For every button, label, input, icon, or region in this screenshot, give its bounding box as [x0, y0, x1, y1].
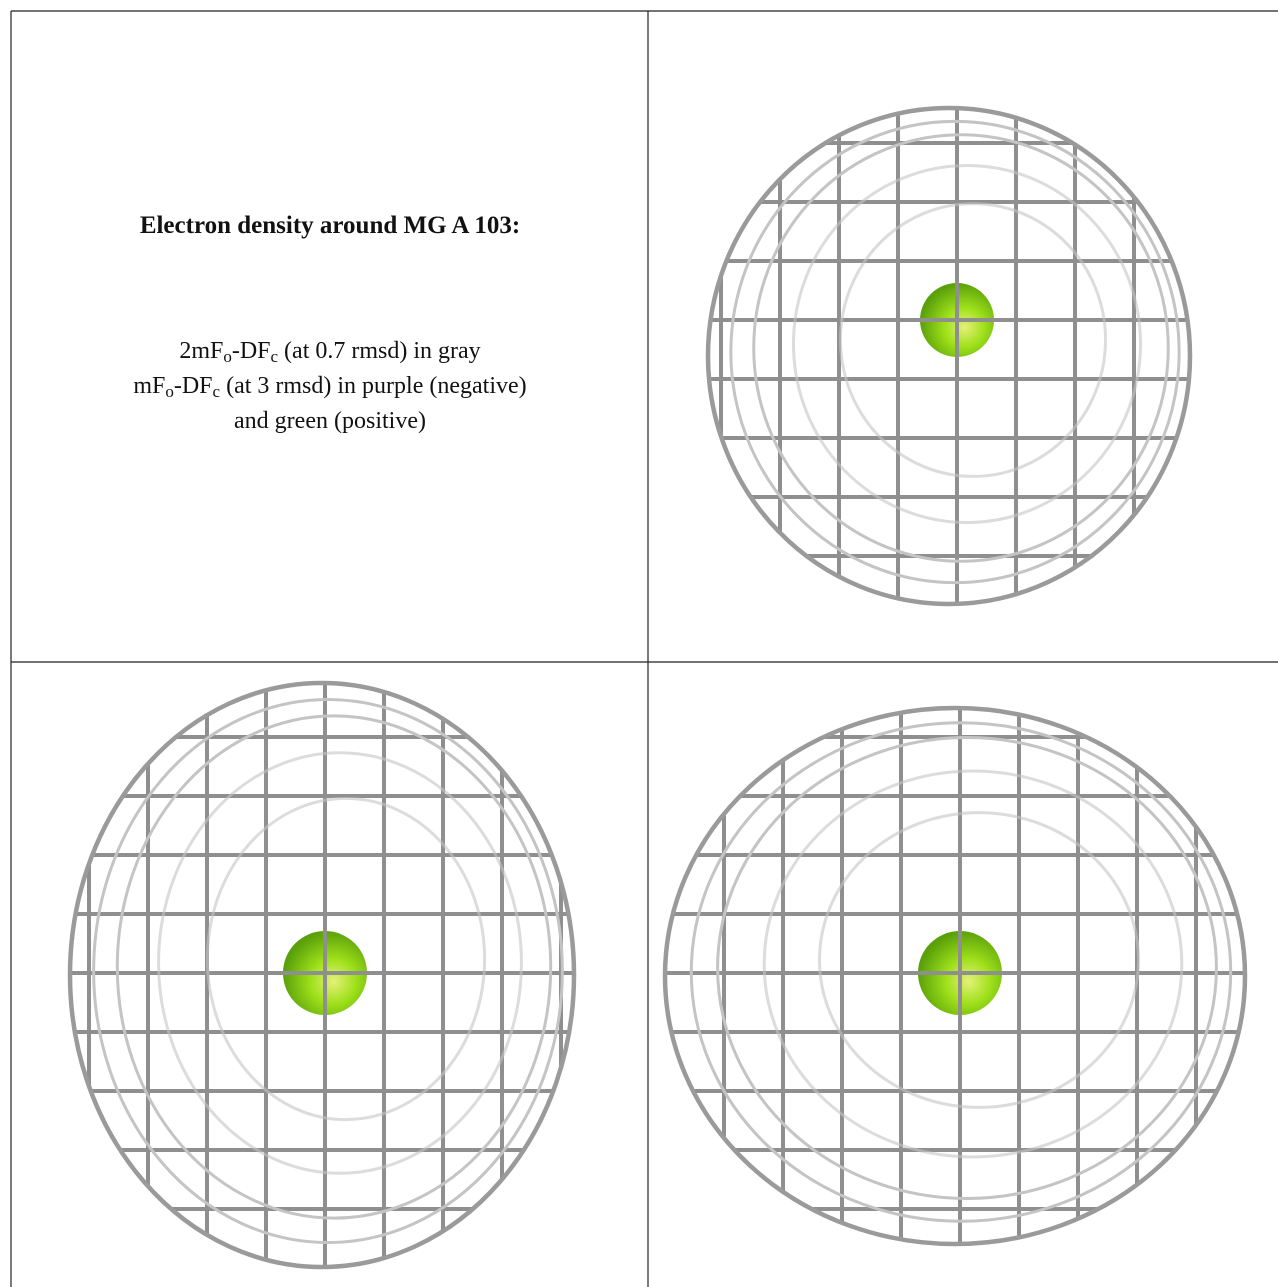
subscript: c: [212, 382, 221, 401]
mesh-contour: [791, 163, 1143, 525]
mesh-contour: [716, 736, 1218, 1200]
mesh-contour: [157, 751, 523, 1175]
mesh-contour: [729, 119, 1181, 585]
subscript: o: [165, 382, 174, 401]
mesh-contour: [838, 202, 1108, 478]
description-line: and green (positive): [12, 404, 648, 439]
text-run: (at 0.7 rmsd) in gray: [278, 338, 481, 364]
text-run: -DF: [231, 338, 271, 364]
description-line: mFo-DFc (at 3 rmsd) in purple (negative): [12, 369, 648, 404]
text-run: (at 3 rmsd) in purple (negative): [220, 373, 527, 399]
cell-borders: [10, 10, 1278, 1287]
mesh-contour: [115, 714, 553, 1220]
title: Electron density around MG A 103:: [139, 212, 521, 239]
mesh-contour: [705, 105, 1193, 607]
text-run: and green (positive): [234, 408, 426, 434]
text-cell: Electron density around MG A 103: 2mFo-D…: [12, 12, 648, 662]
text-run: 2mF: [179, 338, 224, 364]
mesh-contour: [818, 811, 1140, 1109]
subscript: o: [223, 347, 232, 366]
description: 2mFo-DFc (at 0.7 rmsd) in gray mFo-DFc (a…: [12, 334, 648, 439]
density-mesh: [662, 705, 1248, 1247]
mesh-contour: [762, 769, 1184, 1159]
mesh-contour: [689, 721, 1233, 1223]
mesh-contour: [205, 796, 487, 1122]
text-run: mF: [133, 373, 166, 399]
mesh-contour: [752, 133, 1170, 563]
mesh-contour: [662, 705, 1248, 1247]
subscript: c: [270, 347, 279, 366]
text-run: -DF: [173, 373, 213, 399]
description-line: 2mFo-DFc (at 0.7 rmsd) in gray: [12, 334, 648, 369]
mesh-contour: [92, 697, 564, 1245]
mesh-contour: [67, 680, 577, 1270]
